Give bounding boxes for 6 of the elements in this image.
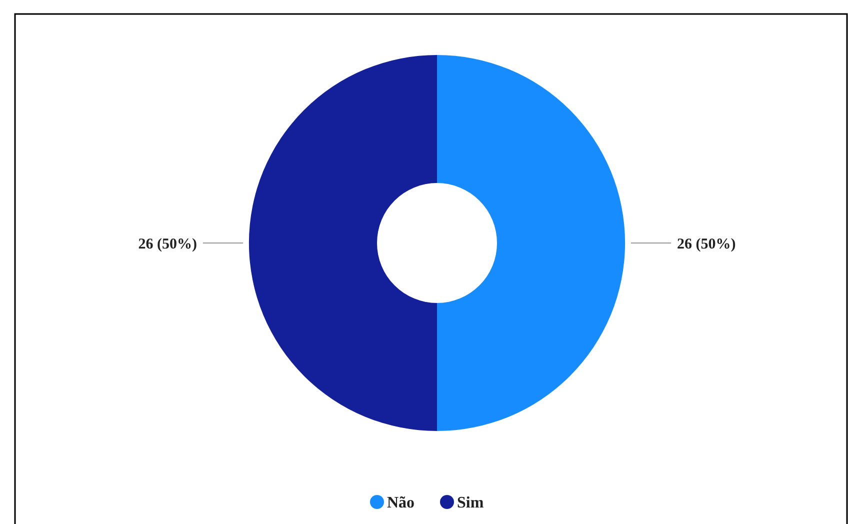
donut-slice <box>437 55 625 431</box>
legend-label: Não <box>387 494 415 512</box>
data-label: 26 (50%) <box>677 236 736 252</box>
data-label: 26 (50%) <box>138 236 197 252</box>
legend-label: Sim <box>457 494 484 512</box>
donut-slice <box>249 55 437 431</box>
